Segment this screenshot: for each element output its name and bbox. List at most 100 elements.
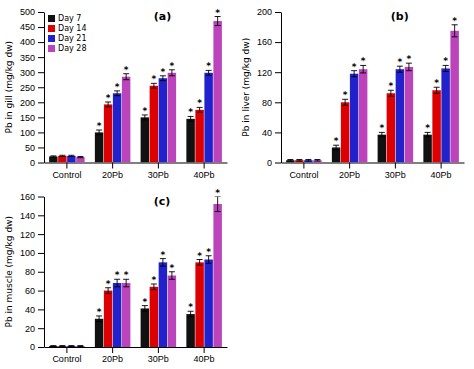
- error-bar: [296, 159, 302, 161]
- panel: 04080120160200Control20Pb30Pb40Pb*******…: [241, 7, 465, 180]
- bar: [150, 287, 158, 347]
- error-bar: [287, 159, 293, 161]
- error-cap: [197, 112, 203, 113]
- bar: [213, 21, 221, 162]
- y-tick: 400: [20, 37, 44, 47]
- error-cap: [59, 346, 65, 347]
- y-tick: 0: [30, 342, 44, 352]
- error-cap: [452, 36, 458, 37]
- bar: [295, 160, 303, 162]
- y-tick-mark: [38, 215, 44, 216]
- error-cap: [215, 211, 221, 212]
- error-cap: [360, 72, 366, 73]
- panel-label: (a): [154, 10, 171, 23]
- error-cap: [388, 96, 394, 97]
- annotations: ************: [97, 8, 221, 131]
- y-tick: 100: [20, 128, 44, 138]
- y-tick-mark: [38, 147, 44, 148]
- x-tick-mark: [395, 163, 396, 169]
- y-tick-label: 160: [257, 37, 272, 47]
- axis-line: [282, 163, 465, 164]
- x-tick-mark: [303, 163, 304, 169]
- error-cap: [77, 345, 83, 346]
- y-tick: 500: [20, 7, 44, 17]
- bar: [432, 90, 440, 162]
- x-tick-mark: [66, 163, 67, 169]
- error-cap: [314, 160, 320, 161]
- error-line: [217, 17, 218, 26]
- significance-mark: *: [215, 8, 220, 18]
- error-bar: [77, 345, 83, 347]
- y-tick: 0: [267, 158, 281, 168]
- y-tick-mark: [38, 132, 44, 133]
- x-tick-label: 20Pb: [339, 170, 360, 180]
- y-tick-mark: [38, 163, 44, 164]
- error-line: [217, 197, 218, 212]
- significance-mark: *: [425, 123, 430, 133]
- error-cap: [305, 160, 311, 161]
- error-cap: [151, 88, 157, 89]
- significance-mark: *: [188, 302, 193, 312]
- y-tick-label: 400: [20, 37, 35, 47]
- error-cap: [342, 105, 348, 106]
- y-tick-label: 100: [20, 248, 35, 258]
- error-cap: [59, 155, 65, 156]
- bar: [378, 135, 386, 163]
- bar: [95, 132, 103, 162]
- bar: [387, 93, 395, 162]
- error-cap: [206, 75, 212, 76]
- error-line: [117, 279, 118, 287]
- bar: [332, 147, 340, 162]
- y-axis: 04080120160200: [257, 7, 282, 168]
- x-tick: 40Pb: [194, 347, 215, 364]
- error-bar: [314, 159, 320, 161]
- y-tick-label: 80: [262, 98, 272, 108]
- significance-mark: *: [161, 250, 166, 260]
- x-tick: 20Pb: [102, 163, 123, 180]
- error-line: [126, 279, 127, 287]
- bar: [104, 291, 112, 347]
- y-tick: 350: [20, 53, 44, 63]
- significance-mark: *: [161, 67, 166, 77]
- legend-item: Day 14: [48, 24, 87, 33]
- axis-line: [44, 13, 45, 164]
- error-bar: [114, 279, 120, 287]
- y-tick-mark: [38, 42, 44, 43]
- error-bar: [452, 25, 458, 37]
- error-cap: [114, 286, 120, 287]
- error-cap: [50, 157, 56, 158]
- significance-mark: *: [188, 107, 193, 117]
- y-tick-label: 250: [20, 83, 35, 93]
- x-tick: Control: [289, 163, 318, 180]
- series: [67, 70, 213, 162]
- error-cap: [287, 160, 293, 161]
- error-cap: [434, 93, 440, 94]
- x-tick-mark: [112, 347, 113, 353]
- significance-mark: *: [379, 123, 384, 133]
- plot-area: [49, 17, 222, 163]
- figure: 050100150200250300350400450500Control20P…: [0, 0, 474, 369]
- y-tick-mark: [38, 27, 44, 28]
- legend-label: Day 7: [58, 14, 81, 23]
- error-bar: [360, 65, 366, 73]
- bar: [150, 86, 158, 163]
- error-cap: [287, 159, 293, 160]
- bar: [359, 69, 367, 162]
- x-tick-label: 20Pb: [102, 354, 123, 364]
- bar: [396, 69, 404, 162]
- y-tick-mark: [275, 102, 281, 103]
- error-line: [208, 256, 209, 264]
- error-cap: [296, 159, 302, 160]
- bar: [67, 156, 75, 163]
- plot-area: [49, 197, 222, 348]
- y-tick: 50: [25, 143, 44, 153]
- error-cap: [206, 263, 212, 264]
- error-bar: [68, 345, 74, 347]
- x-axis: Control20Pb30Pb40Pb: [45, 163, 228, 180]
- bar: [95, 319, 103, 347]
- error-cap: [351, 76, 357, 77]
- y-tick-label: 300: [20, 68, 35, 78]
- significance-mark: *: [361, 56, 366, 66]
- y-tick: 140: [20, 211, 44, 221]
- y-tick: 0: [30, 158, 44, 168]
